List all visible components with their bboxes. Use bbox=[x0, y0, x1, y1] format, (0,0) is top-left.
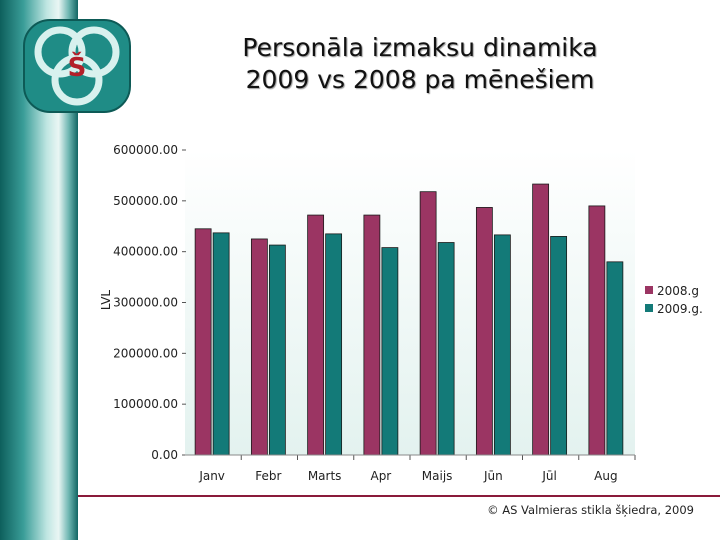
bar-series-1-6 bbox=[532, 183, 550, 456]
x-tick-label: Apr bbox=[370, 469, 391, 483]
y-tick-label: 200000.00 bbox=[113, 346, 178, 360]
x-tick-label: Maijs bbox=[422, 469, 453, 483]
y-tick-label: 300000.00 bbox=[113, 296, 178, 310]
x-axis-ticks: Janv Febr Marts Apr Maijs Jūn Jūl Aug bbox=[198, 455, 636, 483]
bar-series-2-2 bbox=[325, 233, 343, 456]
x-tick-label: Marts bbox=[308, 469, 342, 483]
bar-series-2-5 bbox=[493, 234, 511, 456]
page-title: Personāla izmaksu dinamika 2009 vs 2008 … bbox=[150, 32, 690, 96]
bar-series-2-0 bbox=[212, 232, 230, 456]
y-axis-label: LVL bbox=[99, 290, 113, 311]
x-tick-label: Jūn bbox=[483, 469, 503, 483]
bar-series-2-1 bbox=[268, 244, 286, 456]
footer-copyright: © AS Valmieras stikla šķiedra, 2009 bbox=[487, 503, 694, 517]
bar-series-1-4 bbox=[419, 191, 437, 456]
title-line-1: Personāla izmaksu dinamika bbox=[242, 33, 598, 62]
company-logo: Š bbox=[23, 19, 131, 113]
bars bbox=[194, 183, 624, 456]
y-tick-label: 0.00 bbox=[151, 448, 178, 462]
bar-series-1-7 bbox=[588, 205, 606, 456]
bar-series-2-3 bbox=[381, 247, 399, 456]
bar-series-1-5 bbox=[475, 207, 493, 456]
bar-series-1-1 bbox=[250, 238, 268, 456]
footer-divider bbox=[78, 495, 720, 497]
y-tick-label: 600000.00 bbox=[113, 143, 178, 157]
bar-series-1-2 bbox=[307, 214, 325, 456]
logo-letter: Š bbox=[68, 51, 87, 83]
legend-label: 2008.g bbox=[657, 284, 699, 298]
bar-series-2-4 bbox=[437, 242, 455, 456]
legend-label: 2009.g. bbox=[657, 302, 703, 316]
x-tick-label: Jūl bbox=[541, 469, 556, 483]
y-tick-label: 100000.00 bbox=[113, 397, 178, 411]
legend-swatch bbox=[645, 304, 653, 312]
bar-series-1-0 bbox=[194, 228, 212, 456]
title-line-2: 2009 vs 2008 pa mēnešiem bbox=[245, 65, 595, 94]
legend-swatch bbox=[645, 286, 653, 294]
bar-series-1-3 bbox=[363, 214, 381, 456]
bar-series-2-7 bbox=[606, 261, 624, 456]
legend: 2008.g 2009.g. bbox=[645, 284, 703, 316]
y-tick-label: 500000.00 bbox=[113, 194, 178, 208]
y-axis-ticks: 0.00 100000.00 200000.00 300000.00 400000.00… bbox=[113, 143, 186, 462]
x-tick-label: Aug bbox=[594, 469, 617, 483]
x-tick-label: Janv bbox=[198, 469, 225, 483]
x-tick-label: Febr bbox=[255, 469, 281, 483]
bar-series-2-6 bbox=[550, 236, 568, 456]
y-tick-label: 400000.00 bbox=[113, 245, 178, 259]
